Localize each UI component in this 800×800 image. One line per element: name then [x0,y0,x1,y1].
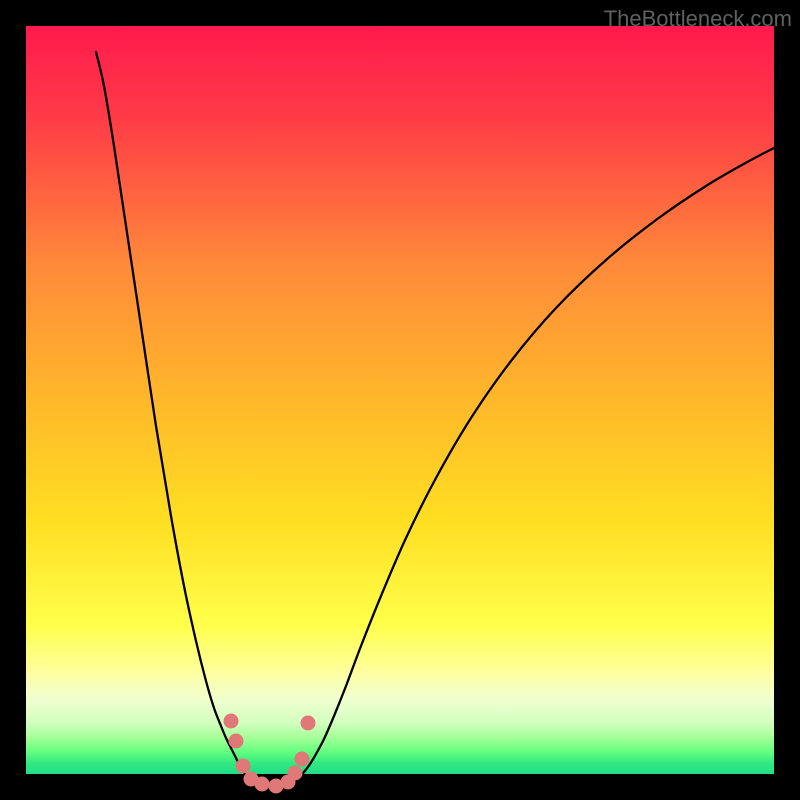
data-marker [288,766,303,781]
bottleneck-chart: TheBottleneck.com [0,0,800,800]
data-marker [236,759,251,774]
data-marker [255,777,270,792]
watermark-text: TheBottleneck.com [604,6,792,32]
data-marker [301,716,316,731]
bottleneck-curve [96,52,800,787]
curve-svg [26,26,800,800]
data-marker [295,752,310,767]
data-marker [224,714,239,729]
plot-area [26,26,774,774]
data-marker [229,734,244,749]
